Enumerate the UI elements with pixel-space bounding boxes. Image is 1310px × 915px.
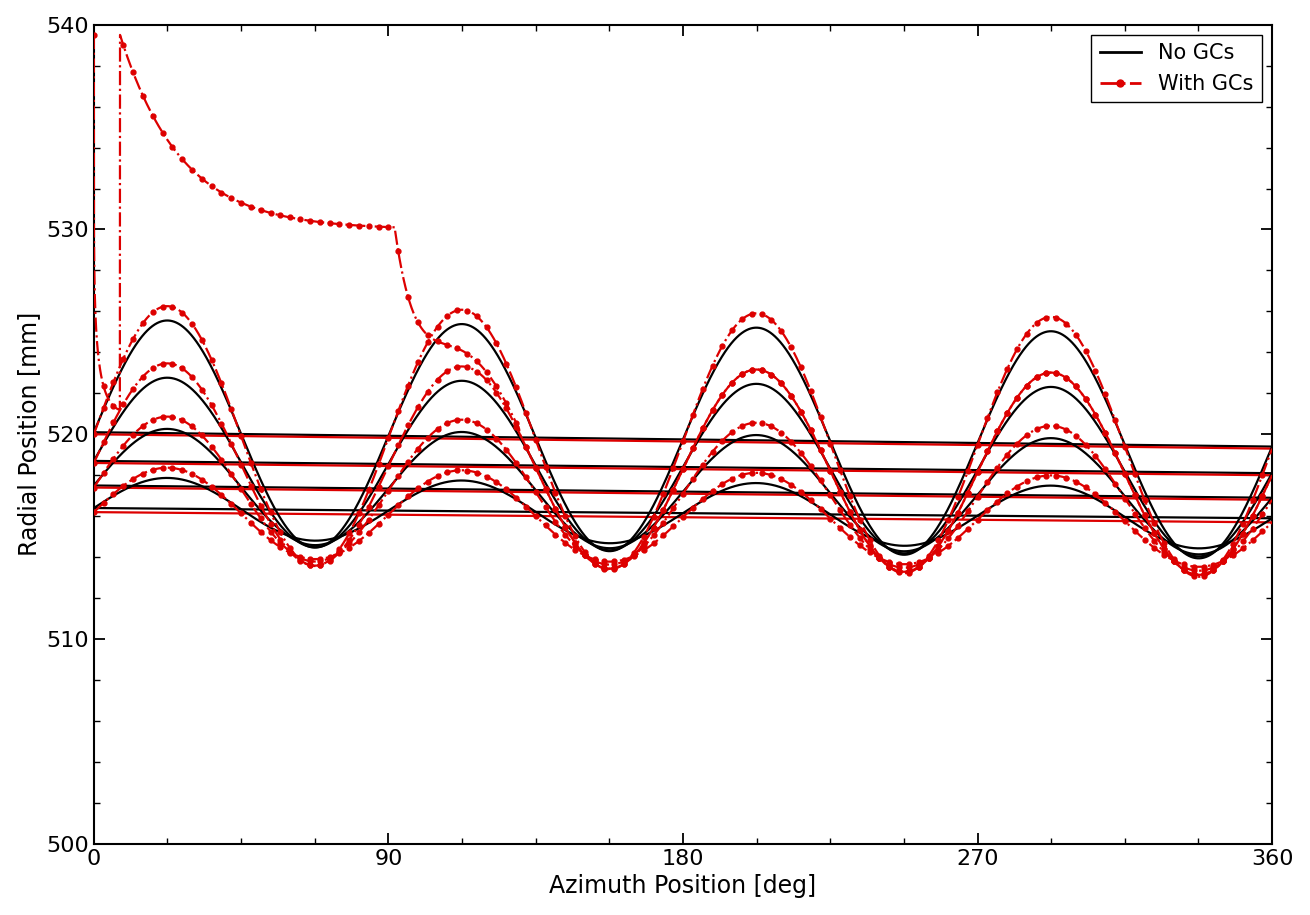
Y-axis label: Radial Position [mm]: Radial Position [mm] bbox=[17, 312, 41, 556]
X-axis label: Azimuth Position [deg]: Azimuth Position [deg] bbox=[549, 875, 816, 899]
Legend: No GCs, With GCs: No GCs, With GCs bbox=[1091, 35, 1262, 102]
